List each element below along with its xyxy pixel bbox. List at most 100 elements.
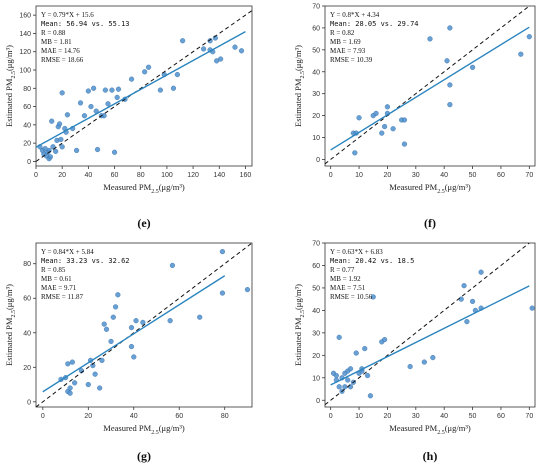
panel-label: (f)	[424, 216, 436, 230]
x-tick-label: 30	[412, 413, 420, 420]
data-point	[85, 88, 91, 94]
data-point	[427, 36, 433, 42]
panel-label: (e)	[137, 216, 150, 230]
plot-frame	[324, 5, 536, 167]
x-tick-label: 60	[497, 172, 505, 179]
data-point	[109, 87, 115, 93]
stats-line5: MAE = 7.51	[330, 284, 366, 292]
data-point	[169, 262, 176, 269]
data-point	[59, 90, 65, 96]
data-point	[133, 318, 139, 324]
y-tick-label: 40	[23, 122, 31, 129]
data-point	[50, 144, 56, 150]
stats-line2: Mean: 33.23 vs. 32.62	[41, 257, 130, 265]
x-tick-label: 40	[440, 172, 448, 179]
y-tick-label: 40	[312, 308, 320, 315]
point-group	[58, 249, 251, 396]
stats-line3: R = 0.85	[41, 266, 66, 274]
data-point	[333, 372, 339, 379]
data-point	[526, 34, 532, 40]
x-tick-label: 60	[175, 413, 183, 420]
chart-svg: 0 20 40 60 80 0 20 40 60 80 Y = 0.84*X + 5.84Mean:…	[4, 242, 253, 463]
data-point	[430, 354, 436, 361]
y-tick-label: 20	[312, 113, 320, 120]
data-point	[65, 361, 71, 367]
data-point	[128, 76, 135, 82]
x-tick-label: 0	[329, 413, 333, 420]
data-point	[167, 318, 173, 324]
data-point	[529, 305, 535, 311]
data-point	[115, 86, 122, 92]
stats-line2: Mean: 28.05 vs. 29.74	[330, 20, 419, 28]
data-point	[140, 319, 146, 326]
x-tick-label: 50	[469, 413, 477, 420]
data-point	[180, 38, 186, 44]
y-tick-label: 100	[19, 68, 31, 75]
x-tick-label: 60	[111, 172, 119, 179]
data-point	[352, 150, 358, 156]
data-point	[447, 25, 453, 31]
panel-label: (g)	[137, 449, 151, 463]
data-point	[219, 290, 226, 296]
y-tick-label: 60	[312, 25, 320, 32]
x-tick-label: 40	[440, 413, 448, 420]
one-to-one-line	[325, 243, 530, 406]
x-tick-label: 60	[497, 413, 505, 420]
stats-line4: MB = 0.61	[41, 275, 72, 283]
data-point	[114, 94, 120, 101]
y-tick-label: 20	[23, 365, 31, 372]
data-point	[353, 350, 359, 356]
data-point	[401, 117, 408, 123]
x-tick-label: 70	[525, 413, 533, 420]
one-to-one-line	[36, 243, 252, 407]
data-point	[200, 46, 207, 52]
x-axis-title: Measured PM2.5(μg/m³)	[103, 423, 185, 436]
x-tick-label: 140	[213, 172, 225, 179]
data-point	[347, 384, 354, 390]
y-tick-label: 0	[27, 399, 31, 406]
data-point	[407, 363, 413, 370]
data-point	[69, 359, 75, 365]
y-tick-label: 40	[23, 330, 31, 337]
y-tick-label: 10	[312, 135, 320, 142]
x-tick-label: 80	[137, 172, 145, 179]
data-point	[336, 384, 342, 390]
y-axis-title: Estimated PM2.5(μg/m³)	[293, 45, 306, 127]
data-point	[232, 44, 238, 50]
x-tick-label: 20	[384, 413, 392, 420]
data-point	[238, 48, 245, 54]
data-point	[217, 56, 224, 62]
data-point	[373, 110, 379, 116]
chart-svg: 0 20 40 60 80 100 120 140 160 0 20 40 60 80 100 120 140 1…	[4, 5, 253, 230]
stats-line5: MAE = 9.71	[41, 284, 77, 292]
data-point	[244, 287, 251, 293]
data-point	[128, 343, 135, 350]
y-tick-label: 140	[19, 31, 31, 38]
data-point	[53, 148, 59, 154]
y-tick-label: 50	[312, 285, 320, 292]
data-point	[356, 115, 362, 121]
x-tick-label: 20	[384, 172, 392, 179]
data-point	[58, 136, 64, 143]
x-axis-title: Measured PM2.5(μg/m³)	[389, 423, 471, 436]
data-point	[384, 104, 391, 110]
y-axis-title: Estimated PM2.5(μg/m³)	[4, 284, 17, 366]
y-tick-label: 50	[312, 47, 320, 54]
stats-line1: Y = 0.63*X + 6.83	[330, 248, 383, 256]
data-point	[458, 296, 464, 302]
data-point	[64, 112, 71, 118]
data-point	[85, 381, 91, 388]
data-point	[92, 371, 98, 377]
y-tick-label: 160	[19, 13, 31, 20]
x-tick-label: 20	[58, 172, 66, 179]
y-tick-label: 70	[312, 241, 320, 248]
data-point	[67, 390, 73, 396]
data-point	[390, 126, 396, 132]
data-point	[101, 321, 107, 327]
data-point	[90, 85, 97, 91]
chart-svg: 0 10 20 30 40 50 60 70 0 10 20 30 40 50 60 70 Y = 0.63*X…	[293, 241, 536, 463]
y-tick-label: 20	[23, 141, 31, 148]
stats-line2: Mean: 56.94 vs. 55.13	[41, 20, 130, 28]
data-point	[94, 146, 101, 153]
stats-line6: RMSE = 10.39	[330, 56, 373, 64]
